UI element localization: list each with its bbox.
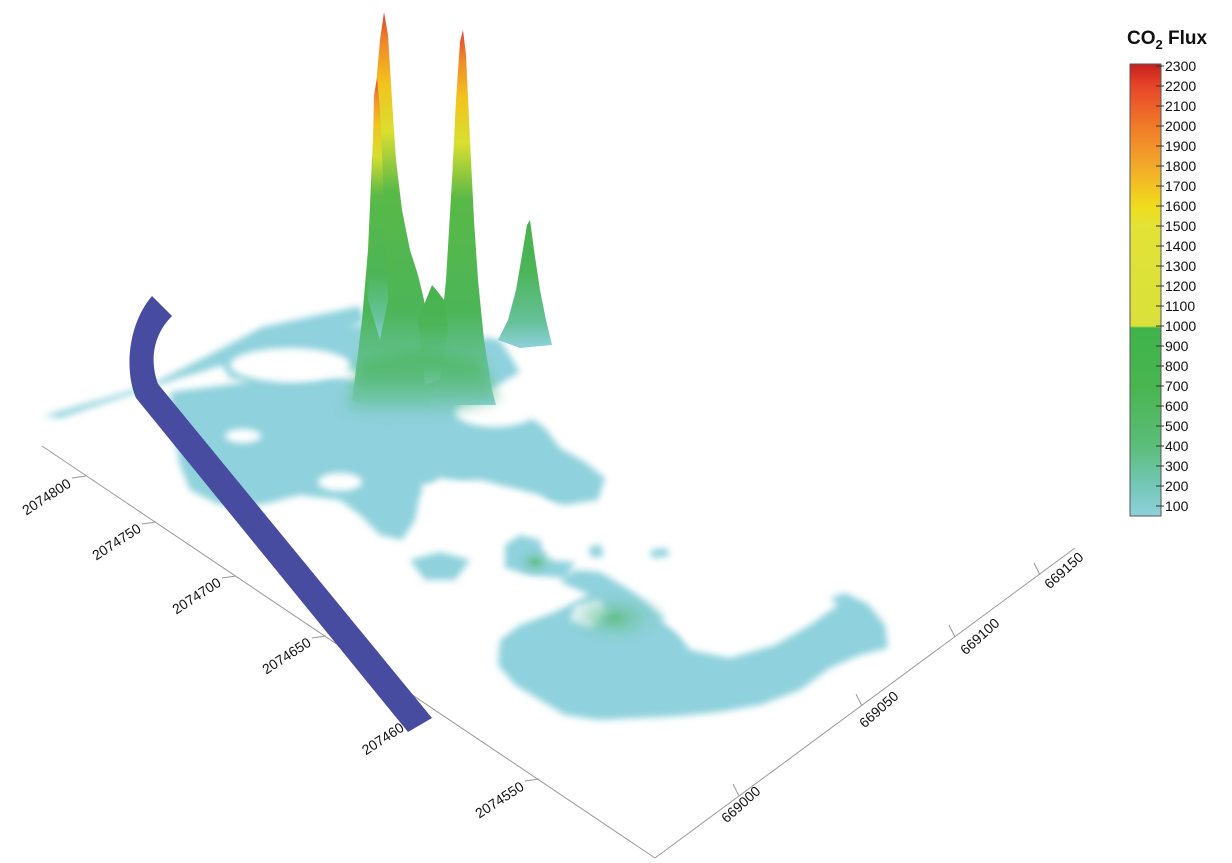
colorbar-tick-label: 1700 <box>1165 178 1196 194</box>
gap <box>230 348 350 382</box>
surface-lower-lobe <box>498 570 888 720</box>
surface-strip-left <box>44 306 365 418</box>
colorbar-tick-label: 1000 <box>1165 318 1196 334</box>
northing-tick-label: 2074650 <box>259 634 314 677</box>
northing-tick-label: 207460 <box>359 719 407 758</box>
northing-tick: 2074550 <box>472 778 540 821</box>
colorbar-title-main: CO <box>1127 28 1156 49</box>
easting-tick-label: 669050 <box>856 688 902 731</box>
flux-peaks <box>345 12 670 648</box>
colorbar-tick-label: 1600 <box>1165 198 1196 214</box>
surface-small-patch-2 <box>650 548 670 558</box>
northing-tick: 2074650 <box>259 634 327 677</box>
colorbar-tick-label: 1100 <box>1165 298 1195 314</box>
gap <box>420 480 560 520</box>
colorbar-tick-label: 200 <box>1165 478 1189 494</box>
peak-base-fade <box>345 350 500 418</box>
colorbar-title-rest: Flux <box>1163 28 1208 49</box>
colorbar-tick-label: 1300 <box>1165 258 1196 274</box>
colorbar-tick-label: 100 <box>1165 498 1189 514</box>
colorbar-tick-label: 800 <box>1165 358 1189 374</box>
easting-tick-label: 669000 <box>718 783 764 826</box>
bump-lower <box>560 588 670 648</box>
colorbar-tick-label: 2100 <box>1165 98 1196 114</box>
peak-third <box>498 220 552 348</box>
colorbar-tick-label: 700 <box>1165 378 1189 394</box>
peak-second <box>430 30 496 405</box>
surface-mid-patches <box>410 552 470 580</box>
northing-tick-label: 2074800 <box>19 475 74 518</box>
colorbar-title-sub: 2 <box>1156 37 1163 52</box>
northing-tick: 2074700 <box>169 574 237 617</box>
peak-shoulder <box>368 78 388 340</box>
northing-tick-label: 2074550 <box>472 778 527 821</box>
colorbar-tick-label: 1900 <box>1165 138 1196 154</box>
colorbar-tick-label: 2300 <box>1165 58 1196 74</box>
colorbar-tick-label: 300 <box>1165 458 1189 474</box>
colorbar-ticks: 2300 2200 2100 2000 1900 1800 1700 1600 1500 1400… <box>1156 58 1196 514</box>
northing-axis: 2074800 2074750 2074700 2074650 207460 2… <box>19 475 540 821</box>
colorbar: CO2 Flux 2300220021002000190018001700160… <box>1127 28 1208 517</box>
colorbar-tick-label: 2200 <box>1165 78 1196 94</box>
colorbar-tick-label: 600 <box>1165 398 1189 414</box>
surface-small-patch <box>588 544 604 558</box>
northing-tick: 2074800 <box>19 475 87 518</box>
colorbar-title: CO2 Flux <box>1127 28 1208 52</box>
gap <box>660 600 800 645</box>
easting-tick-label: 669150 <box>1041 549 1087 592</box>
colorbar-tick-label: 1800 <box>1165 158 1196 174</box>
colorbar-tick-label: 1200 <box>1165 278 1196 294</box>
colorbar-tick-label: 900 <box>1165 338 1189 354</box>
gap <box>318 473 362 491</box>
bump-mid <box>513 546 557 578</box>
northing-tick-label: 2074750 <box>89 520 144 563</box>
colorbar-tick-label: 1500 <box>1165 218 1196 234</box>
colorbar-fill <box>1129 63 1162 517</box>
easting-tick: 669150 <box>1033 549 1087 592</box>
easting-tick: 669000 <box>718 783 764 826</box>
highlight-band <box>129 296 432 732</box>
colorbar-tick-label: 2000 <box>1165 118 1196 134</box>
easting-tick-label: 669100 <box>957 615 1003 658</box>
northing-tick-label: 2074700 <box>169 574 224 617</box>
colorbar-tick-label: 1400 <box>1165 238 1196 254</box>
colorbar-tick-label: 500 <box>1165 418 1189 434</box>
northing-tick: 2074750 <box>89 520 157 563</box>
easting-tick: 669050 <box>855 688 902 731</box>
easting-axis-line <box>654 547 1076 859</box>
northing-tick: 207460 <box>359 719 407 758</box>
gap <box>225 429 261 443</box>
colorbar-tick-label: 400 <box>1165 438 1189 454</box>
